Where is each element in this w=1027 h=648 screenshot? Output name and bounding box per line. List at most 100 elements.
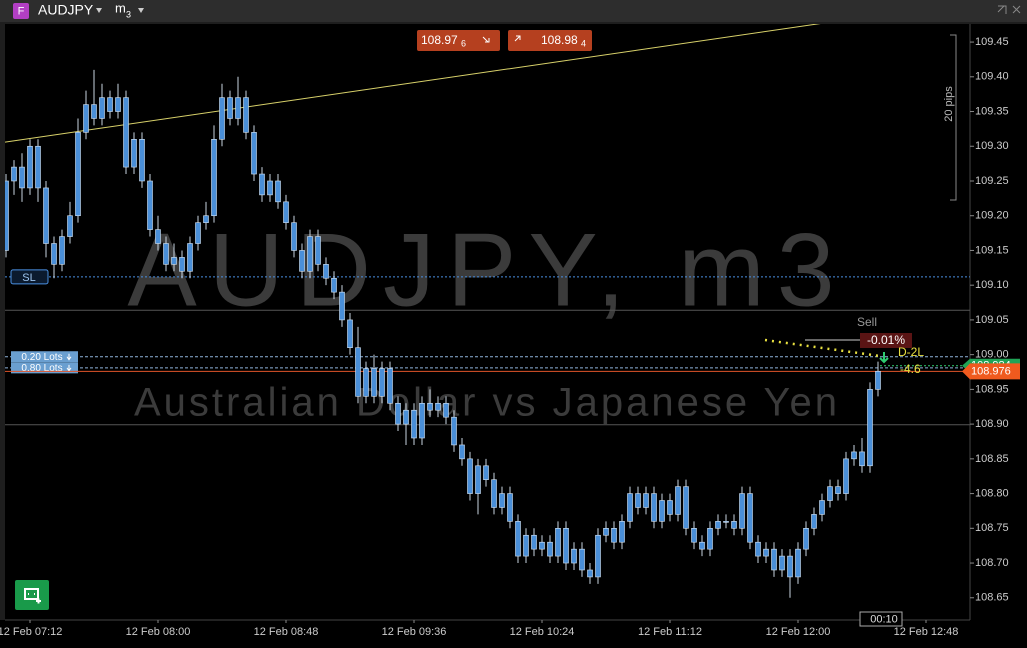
- sell-price[interactable]: 108.97: [421, 33, 458, 47]
- candle-body: [811, 514, 817, 529]
- y-tick-label: 108.90: [975, 418, 1009, 430]
- candle-body: [427, 402, 433, 411]
- candle-body: [795, 548, 801, 578]
- candle-body: [835, 486, 841, 494]
- y-tick-label: 109.45: [975, 36, 1009, 48]
- candle-body: [499, 493, 505, 508]
- order-box: [11, 362, 78, 374]
- x-tick-label: 12 Feb 10:24: [510, 626, 575, 638]
- candle-body: [155, 229, 161, 244]
- candle-body: [147, 180, 153, 230]
- close-icon[interactable]: [1012, 5, 1021, 14]
- candle-body: [419, 402, 425, 439]
- candles: [0, 24, 881, 598]
- candle-body: [363, 368, 369, 397]
- candle-body: [859, 451, 865, 467]
- position-side: Sell: [857, 315, 877, 329]
- candle-body: [0, 195, 1, 251]
- stop-loss-label: SL: [22, 272, 35, 284]
- y-tick-label: 109.20: [975, 210, 1009, 222]
- x-tick-label: 12 Feb 12:48: [894, 626, 959, 638]
- candle-body: [59, 236, 65, 265]
- candle-body: [483, 465, 489, 480]
- candle-body: [803, 528, 809, 550]
- y-tick-label: 109.25: [975, 175, 1009, 187]
- y-tick-label: 108.80: [975, 487, 1009, 499]
- countdown: 00:10: [870, 613, 898, 625]
- candle-body: [755, 541, 761, 557]
- symbol-badge-text: F: [18, 5, 25, 17]
- candle-body: [547, 541, 553, 557]
- candle-body: [707, 528, 713, 550]
- candle-body: [491, 479, 497, 508]
- candle-body: [763, 548, 769, 557]
- dropdown-arrow[interactable]: [138, 8, 144, 13]
- detach-icon[interactable]: [997, 5, 1007, 14]
- candle-body: [35, 145, 41, 189]
- candle-body: [643, 493, 649, 508]
- y-tick-label: 108.95: [975, 383, 1009, 395]
- candle-body: [619, 521, 625, 543]
- candle-body: [11, 166, 17, 182]
- candle-body: [315, 236, 321, 265]
- dropdown-arrow[interactable]: [96, 8, 102, 13]
- y-tick-label: 109.00: [975, 349, 1009, 361]
- candle-body: [699, 541, 705, 550]
- candle-body: [227, 97, 233, 119]
- candle-body: [683, 486, 689, 529]
- candle-body: [635, 493, 641, 508]
- candle-body: [371, 368, 377, 397]
- candle-body: [259, 173, 265, 196]
- candle-body: [27, 145, 33, 189]
- candle-body: [587, 569, 593, 578]
- symbol-badge: [13, 3, 29, 19]
- candle-body: [659, 500, 665, 522]
- bid-label-box: [962, 363, 1020, 380]
- buy-price[interactable]: 108.98: [541, 33, 578, 47]
- candle-body: [747, 493, 753, 543]
- candle-body: [75, 132, 81, 217]
- candle-body: [291, 222, 297, 251]
- order-arrow: [66, 353, 72, 361]
- candle-body: [67, 215, 73, 237]
- candle-body: [675, 486, 681, 515]
- sell-price-small[interactable]: 6: [461, 38, 466, 48]
- candle-body: [387, 368, 393, 404]
- candle-body: [523, 534, 529, 557]
- buy-price-small[interactable]: 4: [581, 38, 586, 48]
- candle-body: [235, 97, 241, 119]
- candle-body: [179, 257, 185, 272]
- candle-body: [771, 548, 777, 571]
- candle-body: [19, 166, 25, 189]
- buy-button[interactable]: [508, 30, 592, 51]
- candle-body: [667, 500, 673, 515]
- candle-body: [435, 402, 441, 411]
- candle-body: [43, 187, 49, 244]
- candle-body: [731, 521, 737, 529]
- pnl-box: [860, 333, 912, 348]
- candle-body: [107, 97, 113, 112]
- symbol-selector[interactable]: AUDJPY: [38, 2, 94, 18]
- sell-button[interactable]: [417, 30, 500, 51]
- position-name: D-2L: [898, 345, 924, 359]
- candle-body: [331, 277, 337, 293]
- y-tick-label: 109.05: [975, 314, 1009, 326]
- candle-body: [251, 132, 257, 175]
- candle-body: [627, 493, 633, 522]
- candle-body: [123, 97, 129, 168]
- x-tick-label: 12 Feb 11:12: [638, 626, 702, 638]
- candle-body: [411, 409, 417, 439]
- candle-body: [787, 555, 793, 578]
- order-label: 0.80 Lots: [21, 363, 62, 374]
- y-tick-label: 109.15: [975, 244, 1009, 256]
- candle-body: [851, 451, 857, 460]
- tool-button[interactable]: [15, 580, 49, 610]
- countdown-box: [859, 611, 903, 627]
- candle-body: [283, 201, 289, 223]
- candle-body: [651, 493, 657, 522]
- candle-body: [467, 458, 473, 494]
- timeframe-selector[interactable]: m: [115, 0, 126, 15]
